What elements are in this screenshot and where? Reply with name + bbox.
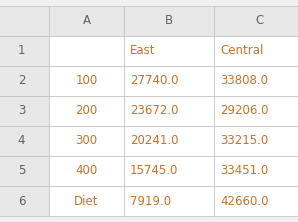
Text: 27740.0: 27740.0 bbox=[130, 75, 179, 87]
Text: Diet: Diet bbox=[74, 194, 99, 208]
Bar bbox=[49, 186, 124, 216]
Bar bbox=[214, 6, 298, 36]
Text: 23672.0: 23672.0 bbox=[130, 105, 179, 117]
Text: 5: 5 bbox=[18, 165, 25, 178]
Bar bbox=[0, 126, 49, 156]
Text: A: A bbox=[83, 14, 91, 28]
Text: 3: 3 bbox=[18, 105, 25, 117]
Bar bbox=[124, 126, 214, 156]
Bar bbox=[49, 156, 124, 186]
Bar bbox=[124, 6, 214, 36]
Bar bbox=[0, 156, 49, 186]
Bar bbox=[124, 36, 214, 66]
Bar bbox=[49, 66, 124, 96]
Bar bbox=[49, 36, 124, 66]
Text: 1: 1 bbox=[18, 44, 25, 57]
Bar bbox=[124, 96, 214, 126]
Text: 6: 6 bbox=[18, 194, 25, 208]
Text: 100: 100 bbox=[75, 75, 98, 87]
Text: 2: 2 bbox=[18, 75, 25, 87]
Bar bbox=[49, 96, 124, 126]
Text: Central: Central bbox=[220, 44, 263, 57]
Bar bbox=[214, 36, 298, 66]
Bar bbox=[0, 36, 49, 66]
Text: 29206.0: 29206.0 bbox=[220, 105, 268, 117]
Text: East: East bbox=[130, 44, 156, 57]
Text: 15745.0: 15745.0 bbox=[130, 165, 179, 178]
Bar bbox=[214, 156, 298, 186]
Text: 33808.0: 33808.0 bbox=[220, 75, 268, 87]
Bar bbox=[0, 96, 49, 126]
Text: 300: 300 bbox=[75, 135, 97, 147]
Text: 42660.0: 42660.0 bbox=[220, 194, 268, 208]
Text: 33451.0: 33451.0 bbox=[220, 165, 268, 178]
Bar bbox=[0, 66, 49, 96]
Text: C: C bbox=[255, 14, 263, 28]
Text: 200: 200 bbox=[75, 105, 98, 117]
Text: 20241.0: 20241.0 bbox=[130, 135, 179, 147]
Text: 7919.0: 7919.0 bbox=[130, 194, 171, 208]
Bar bbox=[49, 6, 124, 36]
Bar bbox=[214, 96, 298, 126]
Bar bbox=[214, 66, 298, 96]
Bar bbox=[0, 186, 49, 216]
Bar bbox=[49, 126, 124, 156]
Text: B: B bbox=[165, 14, 173, 28]
Text: 33215.0: 33215.0 bbox=[220, 135, 268, 147]
Text: 4: 4 bbox=[18, 135, 25, 147]
Bar bbox=[124, 186, 214, 216]
Bar bbox=[0, 6, 49, 36]
Text: 400: 400 bbox=[75, 165, 98, 178]
Bar bbox=[124, 66, 214, 96]
Bar bbox=[124, 156, 214, 186]
Bar bbox=[214, 186, 298, 216]
Bar bbox=[214, 126, 298, 156]
